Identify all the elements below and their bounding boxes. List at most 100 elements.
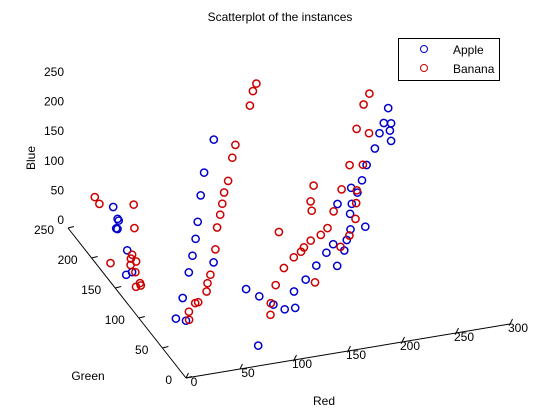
data-point-apple (209, 258, 218, 267)
y-tick-mark (185, 376, 193, 379)
data-point-banana (307, 206, 317, 216)
z-tick-label: 150 (44, 124, 64, 138)
data-point-banana (130, 223, 139, 233)
data-point-banana (252, 79, 261, 88)
data-point-banana (351, 214, 360, 224)
data-point-banana (359, 100, 368, 109)
data-point-banana (266, 310, 275, 320)
x-axis-label: Red (313, 394, 335, 408)
legend-entry-apple: Apple (399, 42, 499, 58)
data-point-apple (178, 293, 188, 303)
x-tick-mark (293, 354, 297, 361)
points-layer (90, 79, 396, 350)
data-point-apple (332, 261, 342, 271)
data-point-banana (219, 188, 229, 197)
data-point-banana (129, 200, 139, 209)
data-point-banana (316, 230, 326, 240)
data-point-apple (375, 128, 384, 138)
data-point-apple (122, 245, 132, 255)
data-point-apple (347, 199, 357, 209)
y-axis-label: Green (71, 369, 104, 383)
data-point-apple (188, 251, 197, 261)
data-point-apple (345, 209, 355, 219)
data-point-banana (336, 242, 345, 252)
data-point-banana (266, 298, 276, 308)
data-point-apple (290, 303, 300, 313)
data-point-apple (241, 284, 251, 294)
data-point-banana (352, 185, 362, 195)
y-tick-mark (67, 226, 75, 229)
data-point-banana (279, 263, 289, 273)
data-point-apple (111, 224, 121, 233)
y-tick-mark (162, 346, 169, 349)
y-tick-mark (115, 286, 122, 289)
x-tick-label: 300 (508, 321, 528, 335)
data-point-banana (274, 227, 284, 237)
x-tick-mark (401, 336, 405, 343)
z-tick-label: 0 (57, 213, 64, 227)
axes-layer: 0501001502002503000501001502002500501001… (34, 65, 528, 389)
data-point-apple (254, 291, 264, 301)
x-tick-label: 150 (346, 348, 366, 362)
y-tick-label: 50 (135, 343, 149, 357)
data-point-banana (131, 267, 140, 277)
data-point-apple (121, 270, 131, 280)
data-point-banana (184, 307, 194, 317)
x-tick-label: 200 (400, 339, 420, 353)
data-point-apple (301, 275, 311, 284)
z-axis-label: Blue (24, 146, 38, 170)
data-point-banana (329, 207, 338, 216)
data-point-apple (385, 126, 395, 135)
data-point-banana (345, 160, 354, 170)
chart-title: Scatterplot of the instances (207, 10, 353, 24)
data-point-banana (337, 185, 346, 194)
z-tick-label: 100 (44, 154, 64, 168)
data-point-banana (245, 101, 255, 110)
data-point-banana (217, 199, 227, 209)
data-point-banana (306, 197, 315, 206)
data-point-banana (365, 89, 374, 98)
data-point-banana (364, 128, 374, 138)
data-point-apple (289, 287, 299, 296)
z-tick-label: 250 (44, 65, 64, 79)
data-point-apple (357, 175, 367, 185)
data-point-apple (383, 103, 393, 113)
data-point-apple (328, 239, 338, 249)
y-tick-label: 0 (165, 373, 172, 387)
y-tick-label: 200 (58, 253, 78, 267)
data-point-banana (299, 243, 309, 252)
data-point-banana (95, 199, 104, 209)
data-point-apple (346, 225, 355, 234)
x-tick-mark (509, 318, 513, 325)
legend-label-apple: Apple (453, 43, 484, 57)
data-point-banana (211, 245, 220, 254)
data-point-apple (114, 216, 124, 225)
data-point-apple (253, 341, 263, 350)
data-point-apple (342, 235, 352, 245)
y-tick-mark (138, 316, 145, 319)
x-tick-label: 0 (191, 375, 198, 389)
data-point-banana (184, 315, 194, 325)
data-point-banana (90, 192, 100, 202)
data-point-banana (206, 270, 215, 280)
data-point-banana (248, 86, 258, 96)
data-point-banana (202, 287, 211, 296)
data-point-banana (309, 181, 318, 190)
data-point-banana (345, 231, 354, 240)
data-point-banana (323, 223, 332, 233)
data-point-apple (199, 168, 209, 177)
data-point-banana (358, 160, 368, 170)
data-point-banana (306, 236, 316, 245)
data-point-apple (379, 118, 389, 128)
data-point-apple (322, 248, 331, 258)
data-point-banana (227, 153, 237, 163)
y-tick-label: 250 (34, 223, 54, 237)
data-point-apple (184, 268, 194, 277)
data-point-banana (352, 124, 361, 134)
data-point-apple (360, 222, 370, 232)
data-point-apple (209, 135, 219, 144)
x-tick-label: 100 (292, 357, 312, 371)
data-point-apple (362, 160, 371, 170)
